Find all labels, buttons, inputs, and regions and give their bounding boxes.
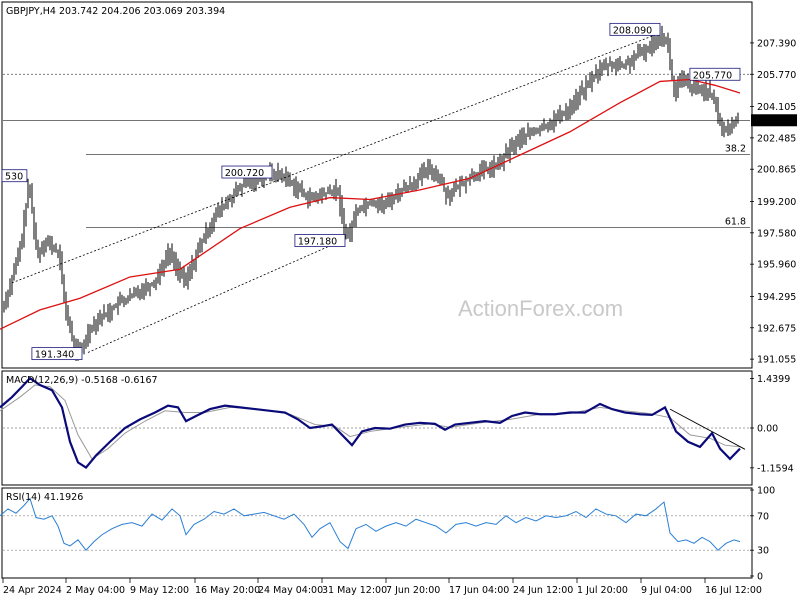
annotation-box [609,22,661,36]
rsi-tick-label: 70 [757,511,769,522]
fib-label: 61.8 [725,216,746,227]
time-tick-label: 9 Jul 04:00 [641,585,692,596]
annotation-200.720: 200.720 [221,165,273,179]
rsi-tick-label: 100 [757,486,775,497]
macd-tick-label: -1.1594 [757,463,794,474]
price-tick-label: 202.485 [757,133,796,144]
current-price-label: 203.394 [755,116,794,127]
annotation-208.090: 208.090 [609,22,661,36]
time-tick-label: 16 May 20:00 [195,585,260,596]
time-tick-label: 1 Jul 20:00 [577,585,628,596]
annotation-box [221,165,273,179]
time-tick-label: 17 Jun 04:00 [449,585,509,596]
annotation-205.770: 205.770 [689,67,741,81]
macd-trendline [669,408,746,450]
time-tick-label: 24 Jun 12:00 [513,585,573,596]
time-tick-label: 7 Jun 20:00 [386,585,440,596]
annotation-box [31,347,83,361]
annotation-text: 200.720 [225,168,264,179]
annotation-text: 530 [5,172,23,183]
rsi-line [0,497,741,551]
annotation-530: 530 [1,169,28,183]
annotation-box [1,169,28,183]
rsi-tick-label: 0 [757,572,763,583]
price-tick-label: 195.960 [757,260,796,271]
price-series-layer: 38.2 61.8 208.090 205.770 200.720 197.180 191.… [0,22,750,361]
channel-lower [87,238,346,353]
rsi-tick-label: 30 [757,546,769,557]
current-price-box [751,114,797,127]
price-tick-label: 204.105 [757,102,796,113]
annotation-text: 208.090 [613,25,652,36]
annotation-text: 197.180 [298,237,337,248]
price-chart-title: GBPJPY,H4 203.742 204.206 203.069 203.39… [6,6,225,17]
time-tick-label: 24 Apr 2024 [3,585,62,596]
watermark: ActionForex.com [458,296,623,321]
time-tick-label: 9 May 12:00 [130,585,189,596]
rsi-panel [1,487,753,579]
time-tick-label: 31 May 12:00 [322,585,387,596]
annotation-text: 205.770 [693,70,732,81]
rsi-series-layer [0,497,750,551]
moving-average-line [0,78,741,330]
time-tick-label: 2 May 04:00 [66,585,125,596]
annotation-box [689,67,741,81]
macd-line [0,376,741,469]
price-panel [1,1,753,369]
price-tick-label: 205.770 [757,70,796,81]
price-tick-label: 191.055 [757,355,796,366]
time-tick-label: 24 May 04:00 [258,585,323,596]
annotation-191.340: 191.340 [31,347,83,361]
time-tick-label: 16 Jul 12:00 [705,585,762,596]
price-tick-label: 200.865 [757,165,796,176]
price-channel [11,32,661,353]
price-tick-label: 192.675 [757,323,796,334]
price-tick-label: 207.390 [757,38,796,49]
annotation-text: 191.340 [35,350,74,361]
axis-layer: 207.390 205.770 204.105 202.485 200.865 199.2… [2,38,797,596]
macd-series-layer [0,376,750,469]
rsi-title: RSI(14) 41.1926 [6,492,83,503]
price-tick-label: 197.580 [757,228,796,239]
price-tick-label: 199.200 [757,197,796,208]
macd-tick-label: 0.00 [757,424,778,435]
candles [1,25,739,361]
macd-signal-line [0,384,741,460]
annotation-box [294,234,346,247]
fib-label: 38.2 [725,143,746,154]
macd-tick-label: 1.4399 [757,374,790,385]
annotation-197.180: 197.180 [294,234,346,248]
price-tick-label: 194.295 [757,292,796,303]
macd-title: MACD(12,26,9) -0.5168 -0.6167 [6,375,158,386]
